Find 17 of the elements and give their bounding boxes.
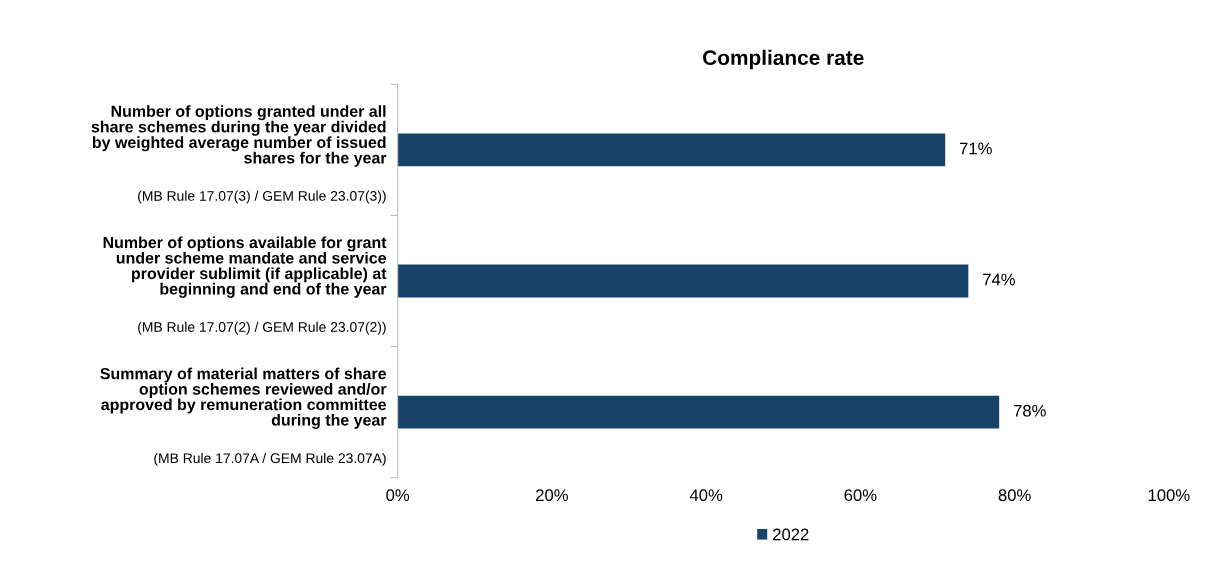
x-tick-label: 100% [1148, 489, 1190, 502]
bar [397, 264, 969, 298]
data-label: 78% [1013, 404, 1046, 417]
chart-title: Compliance rate [703, 49, 864, 70]
legend-label: 2022 [773, 528, 809, 541]
data-label: 74% [983, 273, 1015, 286]
bar [397, 395, 1000, 429]
category-label: Summary of material matters of share option schemes reviewed and/or approved by remuneration committee during the year (MB Rule 17.07A / GEM Rule 23.07A) [100, 367, 387, 466]
x-tick-label: 40% [689, 489, 723, 502]
category-label: Number of options available for grant under scheme mandate and service provider sublimit (if applicable) at beginning and end of the year (MB Rule 17.07(2) / GEM Rule 23.07(2)) [103, 236, 387, 335]
category-label: Number of options granted under all share schemes during the year divided by weighted average number of issued shares for the year (MB Rule 17.07(3) / GEM Rule 23.07(3)) [91, 105, 387, 204]
x-tick-label: 80% [998, 489, 1031, 502]
x-tick-label: 20% [536, 489, 568, 502]
x-tick-label: 0% [386, 489, 410, 502]
x-tick-label: 60% [844, 489, 877, 502]
bar [397, 133, 946, 167]
data-label: 71% [959, 142, 992, 155]
